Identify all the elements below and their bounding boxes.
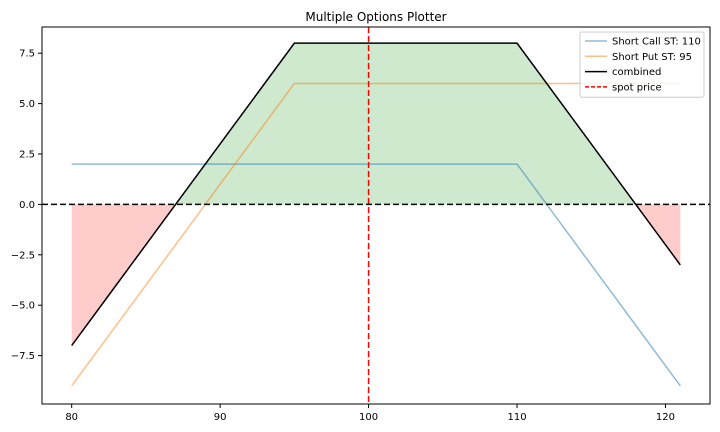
legend-label-0: Short Call ST: 110 [612,37,701,48]
y-tick-label-2: −2.5 [11,250,35,261]
reference-lines [42,27,710,404]
plot-frame [41,26,711,405]
legend-box [579,31,705,98]
axes: 80 90 100 110 120 −7.5 −5.0 −2.5 0.0 2.5 5.0 7.5 [11,26,711,423]
legend: Short Call ST: 110 Short Put ST: 95 combin… [579,31,705,98]
legend-label-2: combined [612,67,661,78]
x-tick-label-3: 110 [507,412,526,423]
y-tick-label-6: 7.5 [19,49,35,60]
y-tick-label-4: 2.5 [19,150,35,161]
x-tick-label-4: 120 [656,412,675,423]
y-tick-label-3: 0.0 [19,200,35,211]
legend-label-1: Short Put ST: 95 [612,52,692,63]
legend-label-3: spot price [612,82,662,93]
x-tick-label-1: 90 [214,412,227,423]
y-tick-label-0: −7.5 [11,351,35,362]
chart-title: Multiple Options Plotter [305,10,446,24]
x-tick-label-2: 100 [359,412,378,423]
x-tick-label-0: 80 [65,412,78,423]
series-line-0 [71,163,681,387]
y-tick-label-1: −5.0 [11,301,35,312]
series-line-2 [71,42,681,346]
y-tick-label-5: 5.0 [19,99,35,110]
series-line-1 [71,82,681,387]
series-lines [71,42,681,387]
